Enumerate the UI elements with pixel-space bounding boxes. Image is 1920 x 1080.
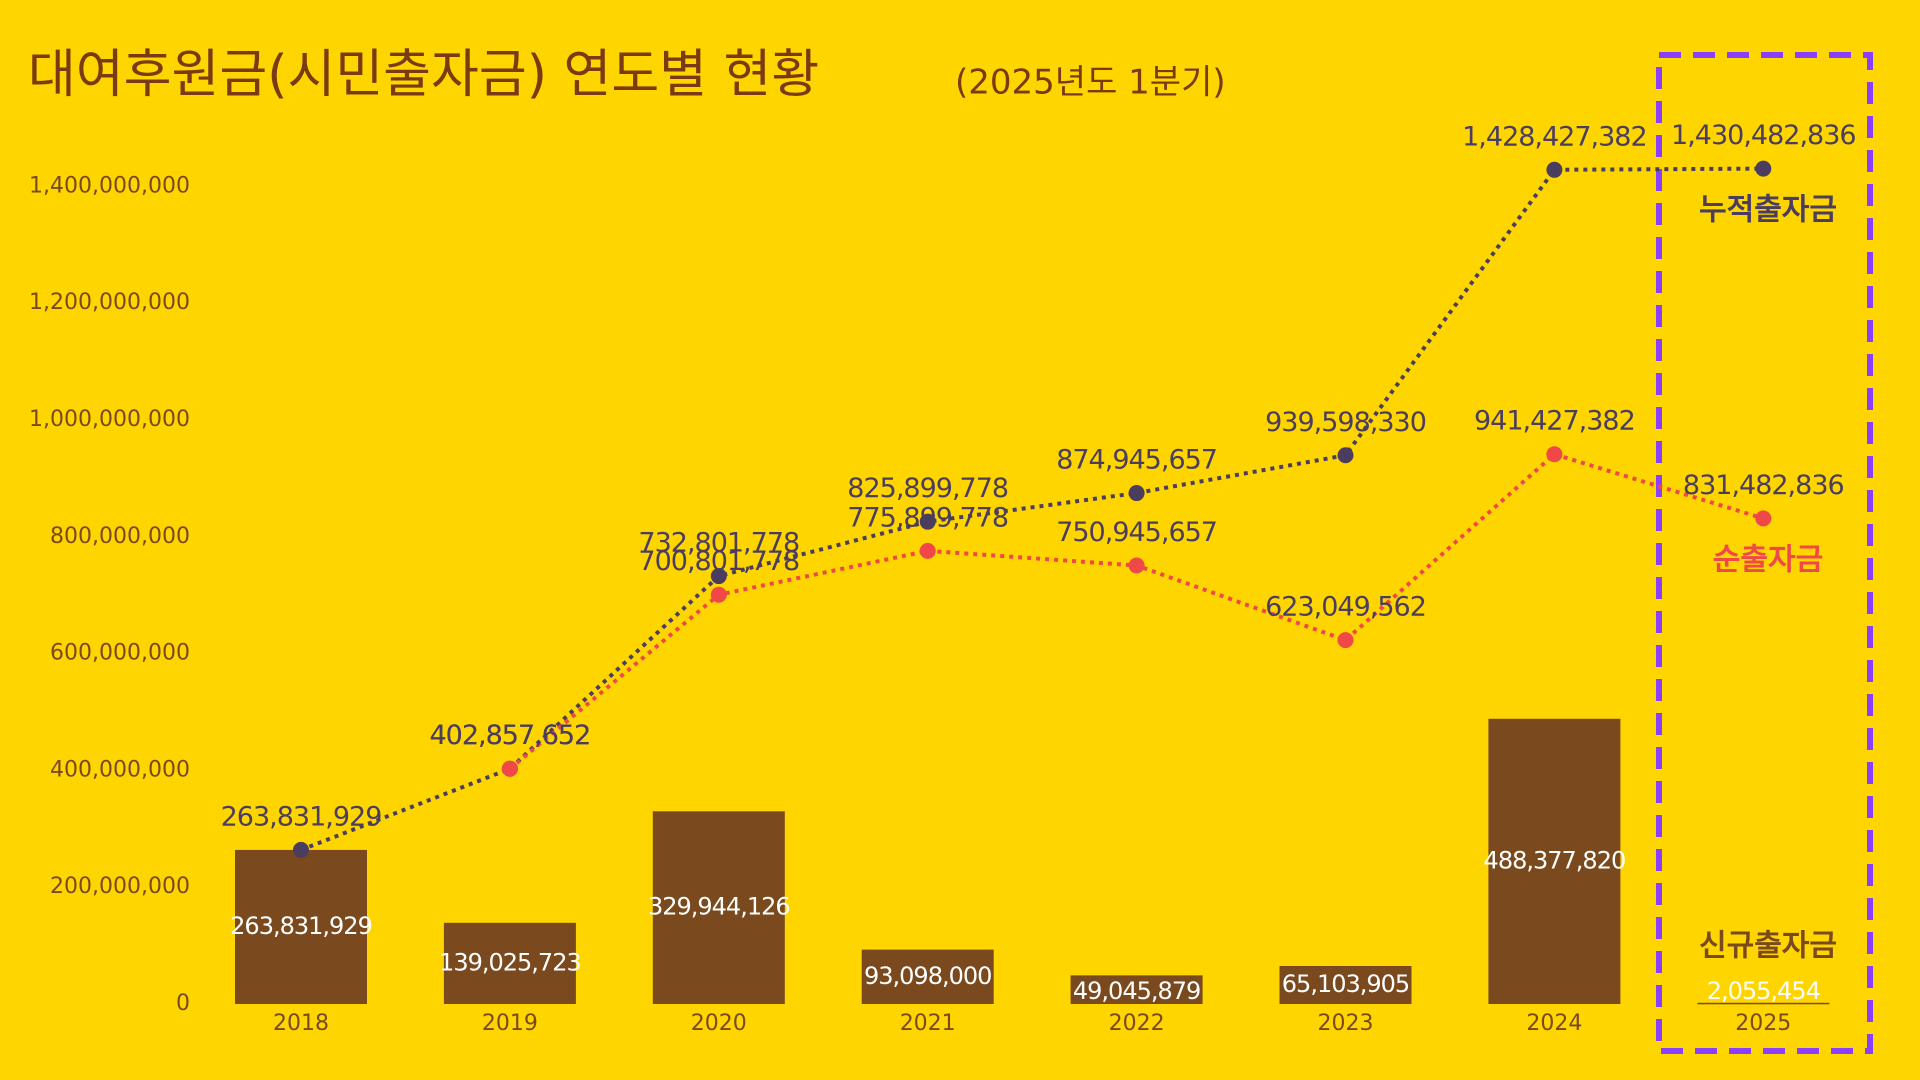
point	[1546, 446, 1563, 463]
bar-value-label: 65,103,905	[1282, 970, 1409, 998]
series-name: 순출자금	[1713, 543, 1823, 578]
point-value-label: 1,428,427,382	[1462, 121, 1647, 152]
bar	[1279, 965, 1412, 1004]
point-value-label: 402,857,652	[430, 720, 591, 751]
bar	[1070, 975, 1203, 1004]
point-value-label: 732,801,778	[638, 528, 799, 559]
bar-value-label: 329,944,126	[648, 893, 790, 921]
point	[1755, 510, 1772, 527]
x-tick-label: 2022	[1109, 1011, 1165, 1036]
y-tick-label: 600,000,000	[50, 641, 190, 666]
y-tick-label: 800,000,000	[50, 524, 190, 549]
x-tick-label: 2025	[1735, 1011, 1791, 1036]
bar	[861, 949, 994, 1004]
point-value-label: 825,899,778	[847, 473, 1008, 504]
point-value-label: 623,049,562	[1265, 592, 1426, 623]
point-value-label: 750,945,657	[1056, 517, 1217, 548]
y-tick-label: 1,200,000,000	[29, 290, 190, 315]
chart-subtitle: (2025년도 1분기)	[955, 63, 1226, 103]
point	[501, 760, 518, 777]
bar	[235, 849, 367, 1004]
bar-value-label: 139,025,723	[439, 948, 581, 976]
series-name: 신규출자금	[1699, 929, 1837, 964]
point	[1128, 557, 1145, 574]
bar-value-label: 488,377,820	[1484, 846, 1626, 874]
highlight-box	[1656, 52, 1873, 1054]
point	[293, 841, 309, 858]
point	[710, 568, 727, 585]
line	[300, 166, 1764, 852]
y-tick-label: 200,000,000	[50, 874, 190, 899]
point	[1337, 632, 1354, 649]
point	[919, 513, 936, 530]
point-value-label: 874,945,657	[1056, 445, 1217, 476]
x-tick-label: 2020	[691, 1011, 747, 1036]
point-value-label: 1,430,482,836	[1671, 120, 1856, 151]
bar-value-label: 263,831,929	[230, 912, 372, 940]
bar-value-label: 93,098,000	[864, 962, 991, 990]
point	[1755, 160, 1772, 177]
x-tick-label: 2019	[482, 1011, 538, 1036]
point-value-label: 263,831,929	[221, 801, 382, 832]
point	[710, 586, 727, 603]
bar	[1488, 718, 1621, 1004]
point-value-label: 831,482,836	[1683, 470, 1844, 501]
x-tick-label: 2018	[273, 1011, 329, 1036]
point	[919, 542, 936, 559]
y-tick-label: 1,400,000,000	[29, 173, 190, 198]
x-tick-label: 2024	[1526, 1011, 1582, 1036]
bar	[652, 811, 785, 1004]
point	[1128, 485, 1145, 502]
bar	[1697, 1002, 1830, 1005]
x-tick-label: 2021	[900, 1011, 956, 1036]
series-name: 누적출자금	[1699, 193, 1837, 228]
chart-title: 대여후원금(시민출자금) 연도별 현황	[28, 45, 819, 105]
y-tick-label: 0	[176, 991, 190, 1016]
point-value-label: 941,427,382	[1474, 406, 1635, 437]
point-value-label: 939,598,330	[1265, 407, 1426, 438]
point-value-label: 775,899,778	[847, 502, 1008, 533]
point-value-label: 402,857,652	[430, 720, 591, 751]
y-tick-label: 1,000,000,000	[29, 407, 190, 432]
bar-value-label: 49,045,879	[1073, 977, 1200, 1005]
point	[1337, 447, 1354, 464]
point-value-label: 700,801,778	[638, 546, 799, 577]
bar-value-label: 2,055,454	[1707, 977, 1820, 1005]
y-tick-label: 400,000,000	[50, 757, 190, 782]
x-tick-label: 2023	[1318, 1011, 1374, 1036]
point	[1546, 161, 1563, 178]
bar	[443, 922, 576, 1004]
